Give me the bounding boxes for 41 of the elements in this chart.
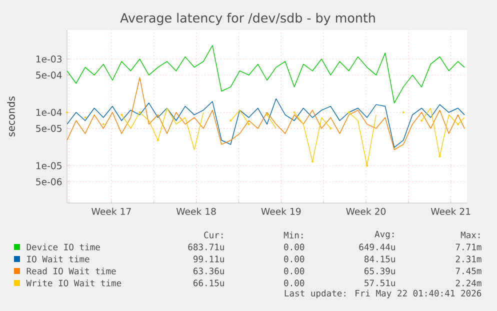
text: 0.00 <box>284 256 304 262</box>
text: Cur: <box>204 232 223 238</box>
y-tick-label: 1e-03 <box>36 56 62 63</box>
text: 84.15u <box>364 256 395 262</box>
legend-label: IO Wait time <box>27 256 90 262</box>
text: Min: <box>284 232 303 238</box>
line-series <box>67 77 465 150</box>
x-tick-label: Week 21 <box>430 208 470 215</box>
text: 2.31m <box>456 256 482 262</box>
legend-label: Device IO time <box>26 244 100 250</box>
chart-title: Average latency for /dev/sdb - by month <box>120 12 375 26</box>
text: Last update: Fri May 22 01:40:41 2026 <box>284 290 482 298</box>
y-tick-label: 5e-04 <box>36 72 62 79</box>
text: 63.36u <box>194 268 224 274</box>
text: 66.15u <box>194 280 224 286</box>
x-tick-label: Week 18 <box>176 208 216 215</box>
text: 0.00 <box>284 280 304 286</box>
legend-label: Read IO Wait time <box>26 268 116 274</box>
y-tick-label: 5e-06 <box>36 178 62 186</box>
text: 0.00 <box>284 244 304 250</box>
y-tick-label: 5e-05 <box>36 124 62 132</box>
text: 65.39u <box>364 268 395 274</box>
text: 7.45m <box>456 268 482 274</box>
text: 0.00 <box>284 268 304 274</box>
x-tick-label: Week 19 <box>261 208 301 215</box>
text: 2.24m <box>456 280 482 286</box>
y-axis-title: seconds <box>7 96 15 136</box>
legend-label: Write IO Wait time <box>26 280 122 286</box>
text: 99.11u <box>193 256 224 262</box>
text: Max: <box>460 232 480 238</box>
y-tick-label: 1e-05 <box>36 162 62 170</box>
line-series <box>67 45 465 104</box>
line-series <box>67 98 465 148</box>
text: 683.71u <box>188 244 224 250</box>
y-tick-label: 1e-04 <box>36 108 62 116</box>
text: 649.44u <box>359 244 395 250</box>
text: 57.51u <box>364 280 395 286</box>
text: 7.71m <box>456 244 482 250</box>
x-tick-label: Week 20 <box>346 208 386 215</box>
text: Avg: <box>374 230 394 240</box>
x-tick-label: Week 17 <box>92 208 131 215</box>
